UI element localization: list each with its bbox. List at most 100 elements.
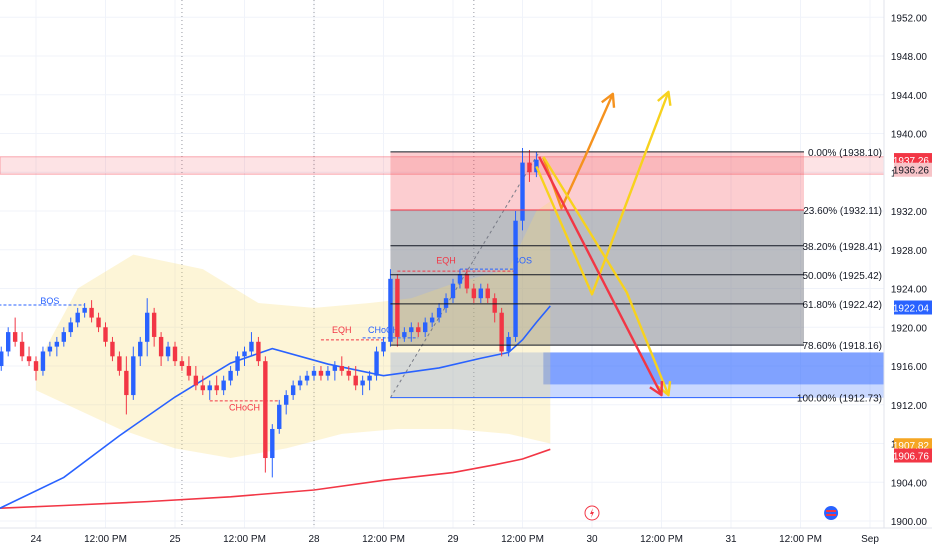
event-icons	[584, 505, 839, 521]
ema-red-line	[0, 448, 551, 510]
structure-annotations: BOS EQH CHoCH CHoCH EQH BOS	[0, 151, 540, 413]
candle-body	[110, 341, 115, 357]
candle-body	[339, 366, 344, 371]
time-tick-label: 29	[447, 534, 459, 545]
fib-label: 100.00% (1912.73)	[797, 394, 882, 405]
candle-body	[318, 370, 324, 376]
candle-body	[471, 288, 477, 299]
candle-body	[492, 298, 497, 313]
price-badge	[894, 300, 932, 315]
fib-supply-zone	[390, 151, 804, 210]
demand-zone-core	[543, 352, 884, 385]
time-tick-label: 30	[586, 534, 598, 545]
candle-body	[172, 346, 178, 362]
us-flag-stripe-icon	[826, 514, 837, 516]
candle-body	[165, 346, 171, 357]
candle-body	[158, 336, 164, 357]
candle-body	[6, 332, 11, 352]
fib-label: 38.20% (1928.41)	[802, 242, 882, 253]
price-axis-bg	[884, 0, 932, 550]
time-tick-label: 31	[725, 534, 737, 545]
candle-body	[214, 385, 219, 391]
price-tick-label: 1948.00	[891, 52, 928, 63]
candle-body	[82, 307, 87, 313]
candle-body	[436, 307, 442, 318]
price-tick-label: 1940.00	[891, 130, 928, 141]
price-tick-label: 1920.00	[891, 323, 928, 334]
price-badge	[894, 448, 932, 463]
candle-body	[117, 356, 122, 371]
candle-body	[12, 332, 18, 342]
fib-levels: 0.00% (1938.10) 23.60% (1932.11) 38.20% (1…	[390, 148, 882, 405]
price-tick-label: 1944.00	[891, 91, 928, 102]
time-tick-label: 12:00 PM	[779, 534, 822, 545]
candle-body	[277, 404, 282, 429]
candle-body	[75, 312, 80, 323]
fib-label: 61.80% (1922.42)	[802, 300, 882, 311]
candle-body	[478, 288, 483, 299]
candle-body	[325, 370, 331, 376]
price-tick-label: 1900.00	[891, 517, 928, 528]
candle-body	[290, 385, 296, 396]
candle-body	[221, 380, 226, 391]
price-tick-label: 1932.00	[891, 207, 928, 218]
candle-body	[485, 288, 490, 299]
projection-arrowhead	[601, 92, 616, 108]
candle-body	[89, 307, 94, 318]
us-flag-icon	[824, 506, 839, 520]
candles	[0, 148, 539, 478]
candle-body	[26, 356, 32, 362]
candle-body	[193, 375, 199, 386]
price-badge-label: 1922.04	[893, 303, 930, 314]
candle-body	[367, 375, 372, 381]
candle-body	[429, 317, 435, 323]
candle-body	[520, 162, 525, 221]
time-tick-label: 24	[30, 534, 42, 545]
price-badge-label: 1906.76	[893, 452, 930, 463]
price-tick-label: 1916.00	[891, 362, 928, 373]
time-axis[interactable]: 24 12:00 PM 25 12:00 PM 28 12:00 PM 29 12:00 PM…	[0, 527, 932, 545]
price-badge-label: 1936.26	[893, 166, 930, 177]
candle-body	[353, 375, 358, 386]
time-tick-label: 12:00 PM	[362, 534, 405, 545]
candle-body	[0, 351, 4, 367]
candle-body	[179, 361, 185, 367]
candle-body	[263, 361, 268, 459]
annotation-label: BOS	[40, 296, 59, 306]
candle-body	[68, 322, 73, 333]
annotation-label: CHoCH	[368, 325, 399, 335]
price-axis[interactable]: 1900.001904.001908.001912.001916.001920.…	[883, 0, 932, 550]
candle-body	[145, 312, 150, 342]
candle-body	[47, 346, 53, 352]
annotation-label: BOS	[513, 255, 532, 265]
candle-body	[235, 356, 240, 371]
candle-body	[346, 370, 351, 376]
candle-body	[270, 428, 275, 459]
candle-body	[402, 332, 407, 337]
price-tick-label: 1928.00	[891, 246, 928, 257]
time-tick-label: 12:00 PM	[501, 534, 544, 545]
candle-body	[124, 370, 129, 396]
us-flag-stripe-icon	[826, 510, 837, 512]
projection-arrowhead	[657, 90, 672, 106]
candle-body	[311, 370, 317, 376]
candle-body	[228, 370, 233, 381]
time-tick-label: Sep	[861, 534, 879, 545]
candle-body	[151, 312, 157, 337]
candle-body	[395, 278, 400, 337]
candle-body	[131, 356, 136, 396]
time-tick-label: 12:00 PM	[223, 534, 266, 545]
candle-body	[450, 283, 456, 299]
candle-body	[242, 351, 247, 357]
price-tick-label: 1924.00	[891, 285, 928, 296]
candle-body	[332, 366, 338, 371]
candle-body	[19, 341, 25, 357]
price-badge-label: 1937.26	[893, 156, 930, 167]
candle-body	[304, 375, 310, 381]
candle-body	[207, 385, 212, 391]
candle-body	[138, 341, 143, 357]
volatility-cloud	[36, 201, 551, 459]
